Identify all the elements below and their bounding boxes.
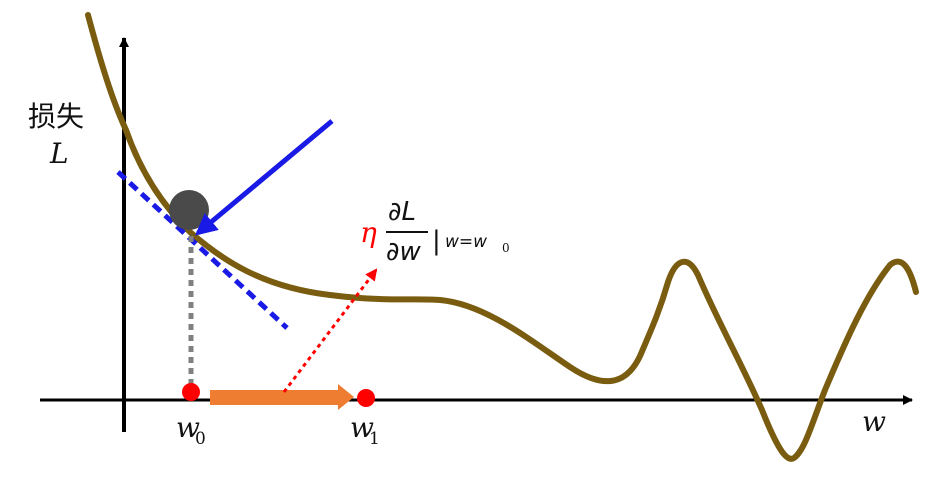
update-step-arrow <box>210 384 354 410</box>
gradient-formula: η ∂L ∂w | w=w 0 <box>360 197 510 267</box>
descent-direction-arrow <box>194 119 334 236</box>
formula-denominator: ∂w <box>386 237 421 267</box>
loss-curve <box>85 12 919 462</box>
formula-eta: η <box>360 216 377 249</box>
y-axis-label-var: L <box>49 137 69 170</box>
point-w0 <box>182 383 200 401</box>
label-w0-sub: 0 <box>195 429 206 449</box>
label-w0-base: w <box>176 411 200 444</box>
formula-numerator: ∂L <box>388 197 416 227</box>
point-w1 <box>357 389 375 407</box>
ball <box>169 190 209 230</box>
formula-eval-sub: 0 <box>502 241 510 255</box>
label-w1-sub: 1 <box>369 429 380 449</box>
x-axis-label: w <box>862 405 886 438</box>
gradient-arrow <box>282 268 378 393</box>
formula-eval-bar: | <box>432 226 441 256</box>
tangent-line <box>116 170 289 330</box>
label-w1: w 1 <box>350 411 380 449</box>
label-w0: w 0 <box>176 411 206 449</box>
label-w1-base: w <box>350 411 374 444</box>
y-axis-label-cjk: 损失 <box>28 100 84 133</box>
formula-eval-prefix: w=w <box>445 232 487 252</box>
